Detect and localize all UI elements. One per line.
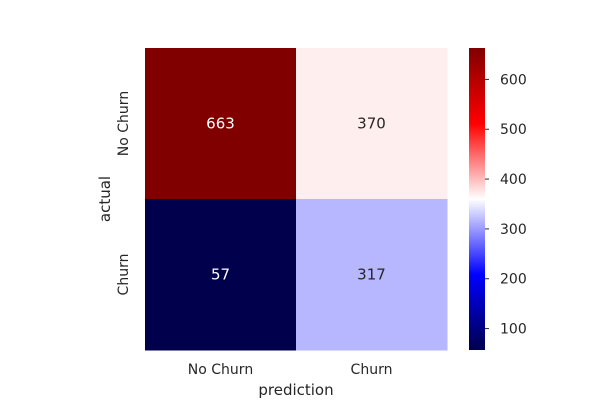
colorbar-tick-label: 300: [500, 222, 527, 238]
x-tick-label: Churn: [351, 362, 393, 378]
heatmap-cell: [296, 199, 448, 351]
colorbar-ticks: 100 200 300 400 500 600: [485, 72, 527, 338]
y-axis-label: actual: [96, 176, 114, 222]
cell-value-label: 663: [206, 115, 235, 133]
cell-annotations: 663 370 57 317: [206, 115, 386, 284]
y-tick-label: Churn: [116, 254, 132, 296]
colorbar-tick-label: 200: [500, 272, 527, 288]
x-axis-label: prediction: [258, 381, 333, 399]
heatmap-cell: [145, 48, 297, 200]
heatmap-cells: [145, 48, 448, 351]
y-tick-labels: No Churn Churn: [116, 91, 132, 296]
x-tick-labels: No Churn Churn: [188, 362, 393, 378]
colorbar-tick-label: 100: [500, 322, 527, 338]
colorbar-tick-label: 400: [500, 172, 527, 188]
colorbar: [469, 48, 485, 350]
y-tick-label: No Churn: [116, 91, 132, 156]
colorbar-tick-label: 600: [500, 72, 527, 88]
colorbar-tick-label: 500: [500, 122, 527, 138]
cell-value-label: 370: [357, 115, 386, 133]
cell-value-label: 57: [211, 266, 230, 284]
cell-value-label: 317: [357, 266, 386, 284]
heatmap-cell: [145, 199, 297, 351]
x-tick-label: No Churn: [188, 362, 253, 378]
heatmap-cell: [296, 48, 448, 200]
